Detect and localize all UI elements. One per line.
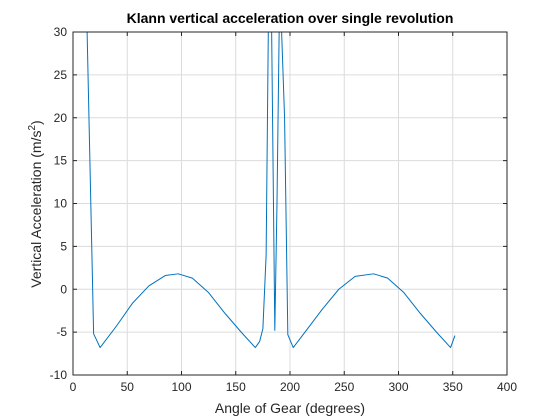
x-tick-label: 50 [121,380,135,394]
x-axis-ticks: 0 50 100 150 200 250 300 350 400 [70,32,517,394]
y-axis-label-main: Vertical Acceleration (m/s [28,131,44,288]
y-tick-label: 15 [54,154,68,168]
x-tick-label: 250 [334,380,354,394]
x-tick-label: 350 [443,380,463,394]
x-tick-label: 200 [280,380,300,394]
y-axis-label: Vertical Acceleration (m/s2) [27,120,44,287]
x-tick-label: 400 [497,380,517,394]
series-line [86,32,456,349]
x-tick-label: 150 [226,380,246,394]
y-tick-label: 10 [54,197,68,211]
y-tick-label: 30 [54,25,68,39]
y-tick-label: 0 [60,282,67,296]
y-axis-label-superscript: 2 [27,125,38,131]
y-tick-label: 25 [54,68,68,82]
y-tick-label: 5 [60,239,67,253]
x-tick-label: 0 [70,380,77,394]
y-tick-label: -10 [50,368,68,382]
x-tick-label: 300 [388,380,408,394]
y-tick-label: -5 [56,325,67,339]
y-axis-ticks: -10 -5 0 5 10 15 20 25 30 [50,25,507,382]
chart-title: Klann vertical acceleration over single … [127,10,454,26]
series-layer [86,32,456,349]
x-tick-label: 100 [171,380,191,394]
y-tick-label: 20 [54,111,68,125]
x-axis-label: Angle of Gear (degrees) [215,400,365,416]
y-axis-label-suffix: ) [28,120,44,125]
